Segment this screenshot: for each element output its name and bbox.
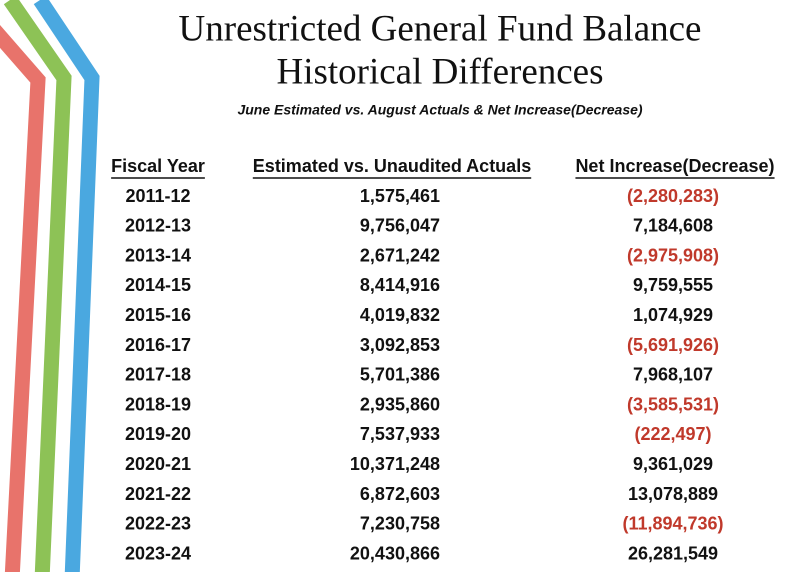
fiscal-year: 2014-15: [125, 275, 191, 295]
amount: (11,894,736): [622, 514, 723, 534]
fiscal-year: 2016-17: [125, 335, 191, 355]
amount: (2,280,283): [627, 186, 719, 206]
amount: 1,575,461: [360, 186, 440, 206]
column-header: Net Increase(Decrease): [575, 156, 774, 176]
fiscal-year: 2021-22: [125, 484, 191, 504]
fiscal-year: 2013-14: [125, 245, 191, 265]
decor-stripes: [0, 0, 100, 572]
amount: 8,414,916: [360, 275, 440, 295]
amount: (3,585,531): [627, 394, 719, 414]
amount: 2,935,860: [360, 394, 440, 414]
amount: (222,497): [634, 424, 711, 444]
fiscal-year: 2019-20: [125, 424, 191, 444]
amount: 9,361,029: [633, 454, 713, 474]
amount: 26,281,549: [628, 543, 718, 563]
amount: 1,074,929: [633, 305, 713, 325]
column-header: Fiscal Year: [111, 156, 205, 176]
fiscal-year: 2017-18: [125, 365, 191, 385]
fiscal-year: 2023-24: [125, 543, 191, 563]
amount: 13,078,889: [628, 484, 718, 504]
amount: 7,968,107: [633, 365, 713, 385]
amount: 20,430,866: [350, 543, 440, 563]
amount: 9,756,047: [360, 216, 440, 236]
amount: 6,872,603: [360, 484, 440, 504]
amount: (2,975,908): [627, 245, 719, 265]
amount: 7,537,933: [360, 424, 440, 444]
amount: 7,230,758: [360, 514, 440, 534]
green-stripe: [3, 0, 72, 572]
amount: (5,691,926): [627, 335, 719, 355]
fiscal-year: 2018-19: [125, 394, 191, 414]
table: Fiscal Year Estimated vs. Unaudited Actua…: [111, 156, 775, 563]
red-stripe: [0, 25, 46, 572]
amount: 7,184,608: [633, 216, 713, 236]
column-header: Estimated vs. Unaudited Actuals: [253, 156, 531, 176]
blue-stripe: [33, 0, 100, 572]
fiscal-year: 2011-12: [125, 186, 190, 206]
fiscal-year: 2012-13: [125, 216, 191, 236]
amount: 3,092,853: [360, 335, 440, 355]
title-line: Historical Differences: [276, 51, 603, 92]
amount: 4,019,832: [360, 305, 440, 325]
amount: 9,759,555: [633, 275, 713, 295]
fiscal-year: 2015-16: [125, 305, 191, 325]
title-line: Unrestricted General Fund Balance: [179, 8, 702, 49]
amount: 10,371,248: [350, 454, 440, 474]
amount: 2,671,242: [360, 245, 440, 265]
fiscal-year: 2022-23: [125, 514, 191, 534]
subtitle: June Estimated vs. August Actuals & Net …: [237, 102, 642, 118]
fiscal-year: 2020-21: [125, 454, 191, 474]
amount: 5,701,386: [360, 365, 440, 385]
